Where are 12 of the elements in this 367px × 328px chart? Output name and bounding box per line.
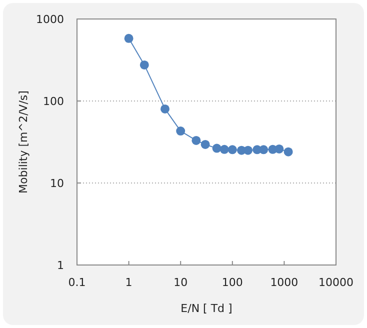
y-tick-label: 1 (57, 259, 64, 272)
x-tick-label: 10000 (318, 276, 354, 289)
y-tick-label: 1000 (36, 13, 64, 26)
x-tick-label: 100 (222, 276, 243, 289)
x-tick-label: 1 (125, 276, 132, 289)
x-tick-label: 10 (174, 276, 188, 289)
y-tick-label: 100 (43, 95, 64, 108)
x-tick-label: 1000 (270, 276, 298, 289)
x-axis-title: E/N [ Td ] (180, 302, 232, 315)
y-tick-label: 10 (50, 177, 64, 190)
x-tick-label: 0.1 (68, 276, 86, 289)
y-axis-title: Mobility [m^2/V/s] (17, 90, 30, 194)
